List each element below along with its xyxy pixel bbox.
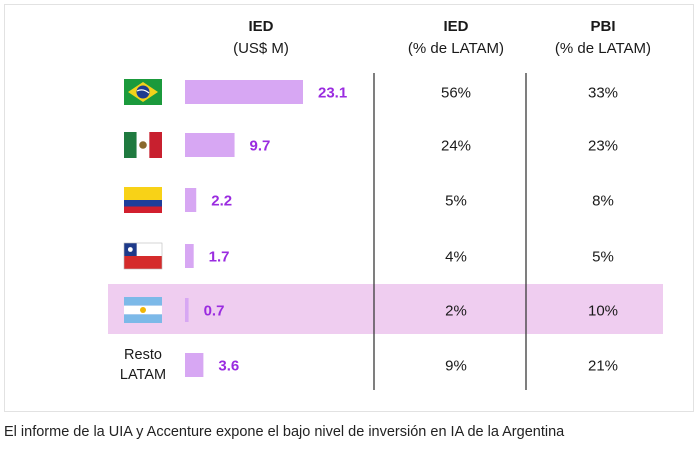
table-row: 2.2 5% 8%	[185, 188, 614, 212]
chart-figure: IED (US$ M) IED (% de LATAM) PBI (% de LATAM)…	[4, 4, 694, 412]
ied-bar-chile	[185, 244, 194, 268]
ied-pbi-table-chart: IED (US$ M) IED (% de LATAM) PBI (% de LATAM)…	[108, 18, 663, 390]
chile-flag-icon	[123, 242, 163, 270]
ied-pct-chile: 4%	[445, 249, 467, 266]
ied-value-label-mexico: 9.7	[250, 138, 271, 155]
argentina-flag-icon	[124, 297, 162, 323]
ied-bar-brazil	[185, 80, 303, 104]
table-row: 23.1 56% 33%	[185, 80, 618, 104]
table-row: 1.7 4% 5%	[185, 244, 614, 268]
pbi-pct-mexico: 23%	[588, 138, 618, 155]
ied-bar-resto	[185, 353, 204, 377]
ied-bar-colombia	[185, 188, 197, 212]
column-header-title-2: PBI	[590, 18, 615, 35]
table-row: Resto LATAM 3.6 9% 21%	[120, 347, 618, 383]
ied-pct-brazil: 56%	[441, 85, 471, 102]
brazil-flag-icon	[124, 79, 162, 105]
ied-pct-argentina: 2%	[445, 303, 467, 320]
ied-value-label-colombia: 2.2	[211, 193, 232, 210]
ied-value-label-brazil: 23.1	[318, 85, 347, 102]
column-header-subtitle-0: (US$ M)	[233, 40, 289, 57]
column-header-title-1: IED	[443, 18, 468, 35]
column-header-subtitle-2: (% de LATAM)	[555, 40, 651, 57]
ied-value-label-argentina: 0.7	[204, 303, 225, 320]
pbi-pct-brazil: 33%	[588, 85, 618, 102]
table-row: 0.7 2% 10%	[185, 298, 618, 322]
column-header-subtitle-1: (% de LATAM)	[408, 40, 504, 57]
ied-pct-colombia: 5%	[445, 193, 467, 210]
figure-caption: El informe de la UIA y Accenture expone …	[4, 424, 565, 440]
ied-bar-mexico	[185, 133, 235, 157]
pbi-pct-resto: 21%	[588, 358, 618, 375]
row-label-line-0: Resto	[124, 347, 162, 363]
ied-value-label-resto: 3.6	[218, 358, 239, 375]
pbi-pct-argentina: 10%	[588, 303, 618, 320]
pbi-pct-chile: 5%	[592, 249, 614, 266]
column-header-title-0: IED	[248, 18, 273, 35]
ied-pct-mexico: 24%	[441, 138, 471, 155]
mexico-flag-icon	[124, 132, 162, 158]
highlight-row-band	[108, 284, 663, 334]
colombia-flag-icon	[124, 187, 162, 213]
pbi-pct-colombia: 8%	[592, 193, 614, 210]
ied-bar-argentina	[185, 298, 189, 322]
table-row: 9.7 24% 23%	[185, 133, 618, 157]
row-label-line-1: LATAM	[120, 367, 166, 383]
ied-pct-resto: 9%	[445, 358, 467, 375]
ied-value-label-chile: 1.7	[209, 249, 230, 266]
